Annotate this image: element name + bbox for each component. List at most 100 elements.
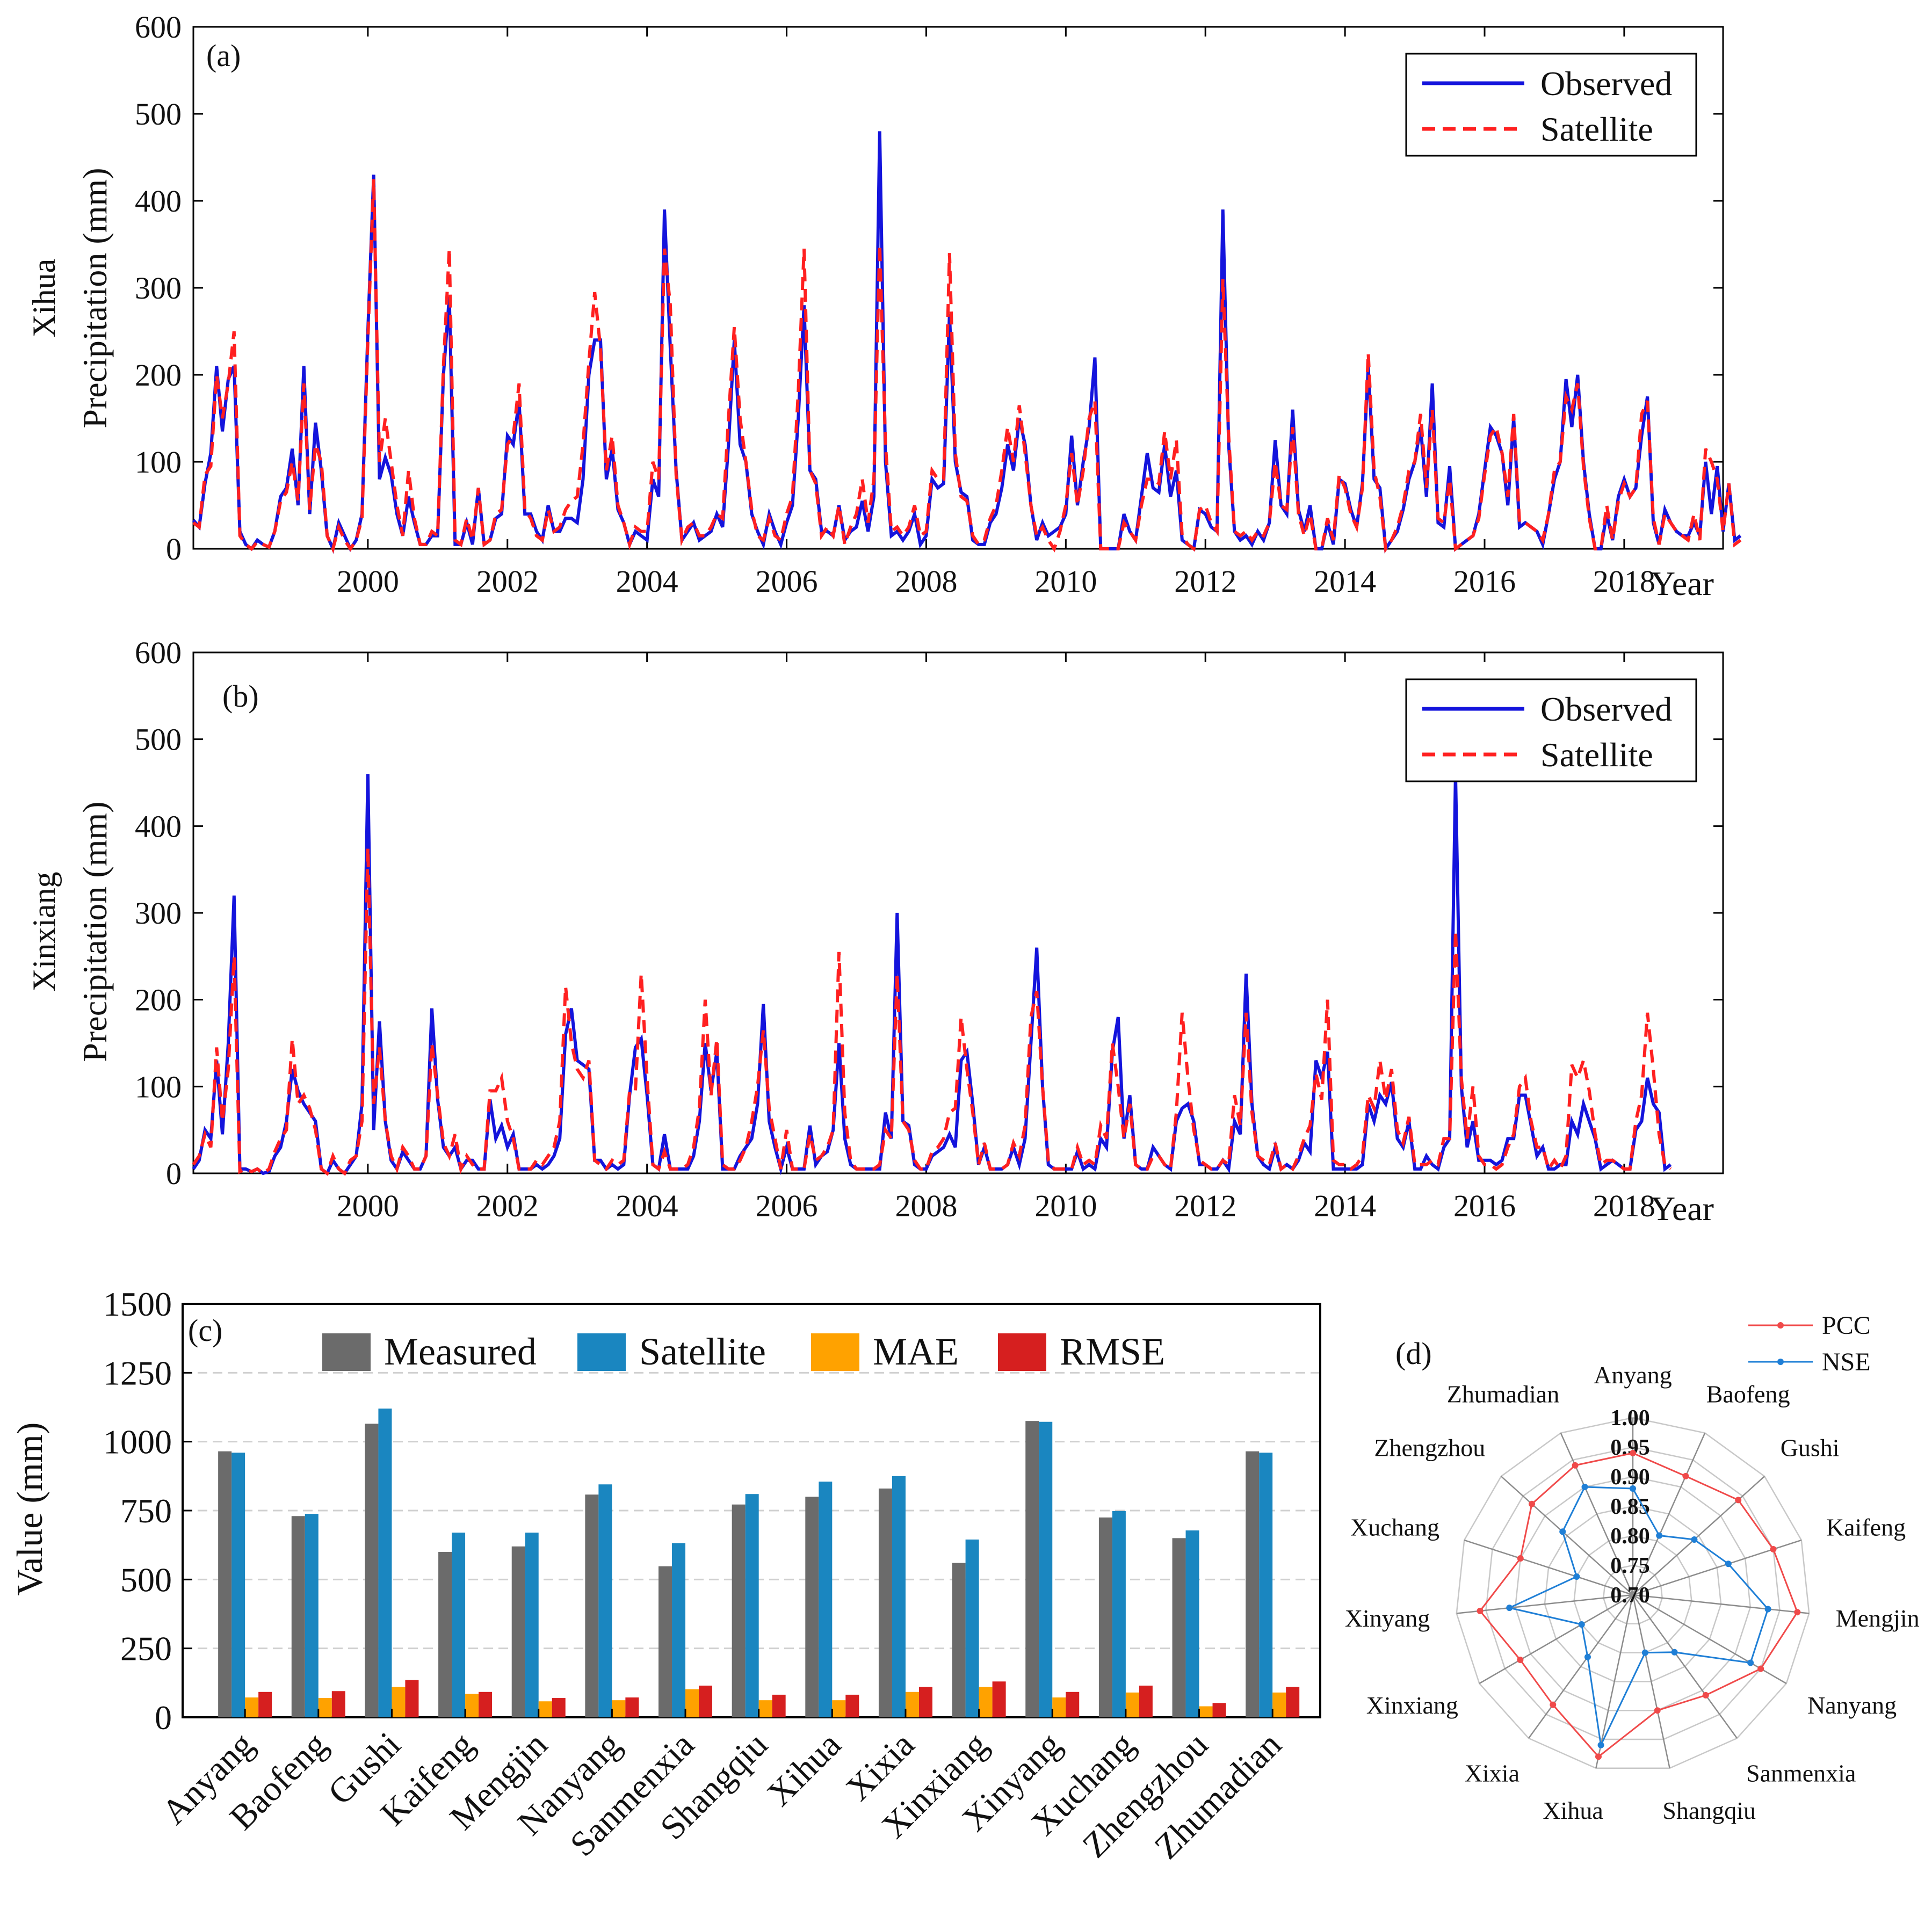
panel-d-point-nse-baofeng [1656,1532,1663,1539]
panel-d-legend-label-pcc: PCC [1822,1311,1871,1340]
panel-d-axis-label-xixia: Xixia [1465,1760,1519,1787]
panel-b-y-tick-label: 300 [135,896,182,931]
panel-d-point-nse-sanmenxia [1671,1649,1678,1656]
bar-measured-anyang [218,1451,232,1717]
panel-d-axis-label-baofeng: Baofeng [1706,1380,1790,1407]
panel-d-point-pcc-xinxiang [1517,1657,1524,1663]
panel-d-spoke [1500,1476,1633,1595]
panel-b-x-tick-label: 2016 [1453,1188,1516,1223]
panel-b-x-tick-label: 2014 [1314,1188,1376,1223]
panel-c-y-tick-label: 250 [120,1630,172,1668]
panel-d-point-nse-anyang [1630,1485,1636,1492]
panel-b-x-tick-label: 2018 [1593,1188,1655,1223]
panel-d-point-nse-xixia [1584,1653,1591,1660]
bar-mae-xinxiang [979,1687,993,1717]
panel-d-point-pcc-xinyang [1477,1607,1484,1614]
panel-d-point-nse-gushi [1691,1536,1698,1543]
panel-d-ring [1485,1446,1781,1740]
bar-satellite-xinyang [1039,1421,1053,1717]
panel-b-x-tick-label: 2008 [895,1188,957,1223]
panel-d-axis-label-sanmenxia: Sanmenxia [1746,1760,1856,1787]
panel-b-legend-label-observed: Observed [1540,690,1672,728]
panel-d-spoke [1632,1594,1670,1769]
bar-measured-xinyang [1025,1421,1039,1717]
bar-rmse-zhumadian [1286,1687,1300,1717]
bar-rmse-xihua [845,1694,859,1717]
panel-d-axis-label-zhengzhou: Zhengzhou [1374,1434,1485,1462]
panel-b-x-axis-title: Year [1651,1189,1714,1228]
panel-b: (b) Xinxiang Precipitation (mm) Year 0 10… [26,635,1724,1228]
panel-d-axis-label-gushi: Gushi [1781,1434,1840,1462]
panel-a-series-observed [192,131,1742,554]
panel-b-label: (b) [222,679,259,714]
panel-c-y-tick-label: 1000 [103,1423,172,1461]
panel-a: (a) Xihua Precipitation (mm) Year 0 100 20… [26,10,1742,603]
panel-d-point-nse-kaifeng [1725,1561,1732,1567]
bar-satellite-kaifeng [452,1533,466,1717]
bar-mae-nanyang [612,1700,626,1717]
panel-b-y-tick-label: 100 [135,1069,182,1104]
panel-d-point-nse-mengjin [1764,1606,1771,1613]
bar-satellite-xihua [819,1482,833,1717]
bar-measured-zhumadian [1246,1451,1260,1717]
panel-b-x-tick-label: 2006 [756,1188,818,1223]
bar-rmse-baofeng [331,1691,345,1717]
panel-d-point-pcc-zhumadian [1572,1462,1579,1469]
bar-satellite-zhengzhou [1185,1530,1199,1717]
panel-d-spoke [1632,1594,1738,1739]
panel-d-point-nse-xuchang [1573,1573,1580,1580]
bar-measured-xinxiang [952,1563,966,1717]
panel-b-series-observed [192,774,1672,1176]
panel-d-point-nse-zhumadian [1581,1484,1588,1491]
panel-d-axis-label-xinyang: Xinyang [1345,1605,1430,1632]
panel-a-x-tick-label: 2016 [1453,564,1516,599]
panel-d-ring [1456,1417,1810,1769]
panel-c-y-tick-label: 0 [155,1699,172,1737]
bar-satellite-gushi [378,1409,392,1717]
bar-measured-kaifeng [438,1552,452,1717]
panel-a-legend-box [1405,53,1697,157]
bar-rmse-nanyang [625,1697,639,1717]
panel-c-legend-label-measured: Measured [384,1330,537,1373]
panel-c-legend-label-rmse: RMSE [1060,1330,1165,1373]
panel-a-y-axis-title: Precipitation (mm) [76,168,114,428]
panel-d-ring [1544,1505,1722,1682]
panel-d-point-nse-zhengzhou [1559,1528,1566,1535]
panel-d: (d) Anyang Baofeng Gushi Kaifeng Mengjin Nany… [1345,1311,1920,1824]
panel-b-x-tick-label: 2002 [476,1188,539,1223]
panel-c-y-tick-label: 1250 [103,1354,172,1392]
bar-rmse-xinxiang [992,1681,1006,1717]
bar-mae-shangqiu [758,1700,772,1717]
bar-rmse-xuchang [1139,1685,1153,1717]
panel-c: (c) Value (mm) 0250500750100012501500Any… [9,1285,1321,1867]
panel-d-ring [1573,1535,1692,1653]
panel-a-y-tick-label: 400 [135,184,182,219]
panel-b-y-tick-label: 200 [135,983,182,1018]
panel-d-label: (d) [1395,1336,1432,1371]
panel-d-axis-label-zhumadian: Zhumadian [1447,1380,1560,1407]
bar-satellite-zhumadian [1259,1453,1273,1717]
bar-satellite-baofeng [305,1514,319,1717]
bar-satellite-xixia [892,1476,906,1717]
panel-d-spoke [1479,1594,1633,1685]
panel-d-point-pcc-kaifeng [1770,1546,1777,1553]
panel-d-ring [1514,1476,1752,1711]
panel-d-point-nse-xinyang [1506,1605,1513,1612]
bar-satellite-mengjin [525,1533,539,1717]
panel-d-axis-label-shangqiu: Shangqiu [1662,1797,1756,1824]
panel-d-axis-label-kaifeng: Kaifeng [1826,1513,1906,1541]
panel-d-spoke [1560,1433,1634,1595]
panel-a-legend-label-satellite: Satellite [1540,110,1653,148]
bar-mae-sanmenxia [685,1689,699,1717]
panel-d-point-pcc-baofeng [1682,1472,1689,1479]
panel-a-x-tick-label: 2000 [337,564,399,599]
panel-a-x-tick-label: 2002 [476,564,539,599]
panel-c-y-tick-label: 750 [120,1492,172,1530]
panel-d-r-tick-label: 0.70 [1610,1583,1650,1608]
bar-rmse-xinyang [1066,1692,1080,1717]
bar-measured-xuchang [1098,1517,1112,1717]
panel-d-point-pcc-xuchang [1517,1555,1524,1562]
bar-rmse-kaifeng [479,1692,493,1717]
panel-a-series-satellite [192,179,1742,554]
panel-c-legend-swatch-rmse [998,1333,1046,1371]
